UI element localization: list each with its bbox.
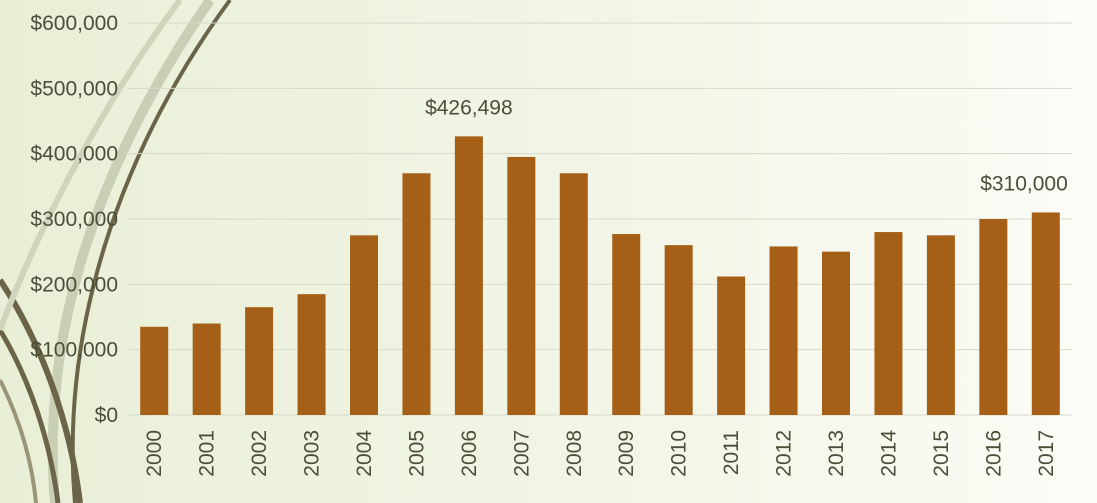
bar: [245, 307, 274, 415]
x-tick-label: 2013: [825, 430, 848, 477]
y-tick-label: $400,000: [30, 143, 118, 166]
x-tick-label: 2003: [301, 430, 324, 477]
x-tick-label: 2001: [196, 430, 219, 477]
decoration: [0, 0, 232, 503]
y-tick-label: $100,000: [30, 339, 118, 362]
bar: [769, 246, 798, 415]
x-tick-label: 2008: [563, 430, 586, 477]
x-tick-label: 2007: [510, 430, 533, 477]
y-tick-label: $200,000: [30, 273, 118, 296]
x-tick-label: 2000: [143, 430, 166, 477]
y-tick-label: $300,000: [30, 208, 118, 231]
y-tick-label: $600,000: [30, 12, 118, 35]
bar: [1031, 212, 1060, 415]
x-tick-label: 2014: [877, 430, 900, 477]
bar: [140, 326, 169, 415]
y-tick-label: $500,000: [30, 77, 118, 100]
x-tick-label: 2016: [982, 430, 1005, 477]
x-tick-label: 2006: [458, 430, 481, 477]
x-tick-label: 2010: [668, 430, 691, 477]
y-tick-label: $0: [95, 404, 118, 427]
bar: [297, 294, 326, 415]
x-tick-label: 2004: [353, 430, 376, 477]
bar: [507, 156, 536, 415]
bar: [874, 232, 903, 415]
bar: [559, 173, 588, 415]
bar: [822, 251, 850, 415]
x-tick-label: 2015: [930, 430, 953, 477]
bar: [402, 173, 431, 415]
bar: [192, 323, 221, 415]
bar: [926, 235, 955, 415]
x-tick-label: 2012: [773, 430, 796, 477]
x-tick-label: 2009: [615, 430, 638, 477]
bar: [350, 235, 378, 415]
bar: [717, 276, 746, 415]
x-tick-label: 2005: [405, 430, 428, 477]
bar: [454, 136, 483, 415]
x-tick-label: 2011: [720, 430, 743, 475]
bar: [979, 219, 1008, 415]
data-label: $426,498: [425, 96, 513, 119]
data-label: $310,000: [980, 172, 1068, 195]
x-tick-label: 2002: [248, 430, 271, 477]
bar: [612, 234, 641, 415]
x-tick-label: 2017: [1035, 430, 1058, 477]
bar: [664, 245, 693, 415]
